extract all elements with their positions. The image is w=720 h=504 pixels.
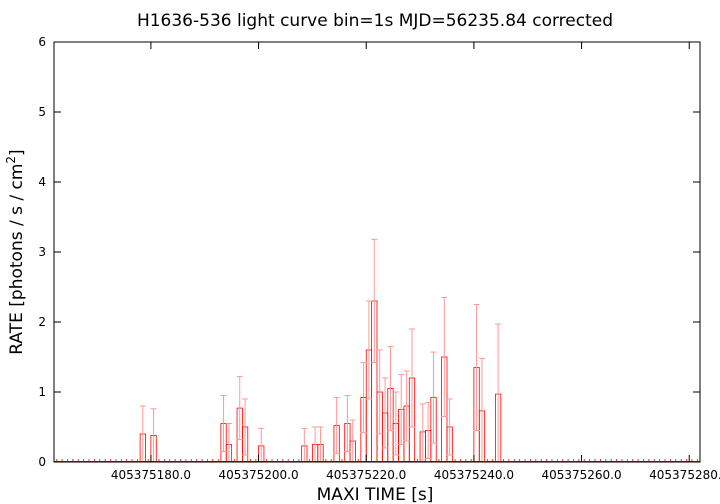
chart-title: H1636-536 light curve bin=1s MJD=56235.8… xyxy=(137,11,613,31)
y-tick-label-2: 2 xyxy=(38,315,46,329)
x-tick-label-5: 405375280.0 xyxy=(649,468,720,482)
y-axis-label-main: RATE [photons / s / cm xyxy=(7,164,27,355)
y-tick-label-6: 6 xyxy=(38,35,46,49)
y-axis-label-end: ] xyxy=(7,149,27,156)
y-tick-label-3: 3 xyxy=(38,245,46,259)
x-tick-label-3: 405375240.0 xyxy=(434,468,514,482)
y-axis-ticks: 0 1 2 3 4 5 6 xyxy=(38,35,700,469)
y-tick-label-0: 0 xyxy=(38,455,46,469)
x-axis-label: MAXI TIME [s] xyxy=(317,485,434,504)
y-tick-label-4: 4 xyxy=(38,175,46,189)
y-axis-label: RATE [photons / s / cm2] xyxy=(4,149,27,354)
x-tick-label-1: 405375200.0 xyxy=(218,468,298,482)
x-tick-label-4: 405375260.0 xyxy=(541,468,621,482)
error-bars xyxy=(139,238,502,463)
y-axis-label-superscript: 2 xyxy=(4,156,18,164)
x-axis-ticks: 405375180.0 405375200.0 405375220.0 4053752… xyxy=(111,42,720,482)
x-tick-label-0: 405375180.0 xyxy=(111,468,191,482)
y-tick-label-5: 5 xyxy=(38,105,46,119)
y-tick-label-1: 1 xyxy=(38,385,46,399)
x-tick-label-2: 405375220.0 xyxy=(326,468,406,482)
